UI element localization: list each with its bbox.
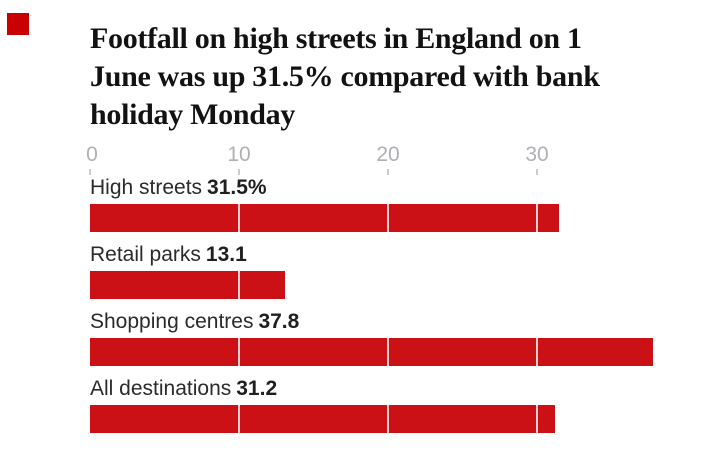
chart-title-line-3: holiday Monday (90, 98, 296, 131)
x-axis: 0 10 20 30 (0, 144, 720, 178)
axis-tick-mark-30 (536, 169, 538, 175)
brand-red-square (7, 13, 29, 35)
bar-shopping-centres (90, 338, 653, 366)
chart-title-line-1: Footfall on high streets in England on 1 (90, 22, 582, 55)
axis-tick-mark-0 (89, 169, 91, 175)
gridline-20-icon (387, 204, 389, 232)
gridline-10-icon (238, 204, 240, 232)
category-label: Shopping centres (90, 310, 254, 333)
bar-all-destinations (90, 405, 555, 433)
gridline-10-icon (238, 405, 240, 433)
gridline-30-icon (536, 204, 538, 232)
axis-tick-label-20: 20 (376, 143, 400, 166)
axis-tick-mark-10 (238, 169, 240, 175)
row-label-all-destinations: All destinations 31.2 (90, 378, 710, 400)
gridline-20-icon (387, 405, 389, 433)
gridline-10-icon (238, 271, 240, 299)
axis-tick-label-30: 30 (525, 143, 549, 166)
value-label: 37.8 (258, 310, 300, 333)
category-label: Retail parks (90, 243, 201, 266)
chart-title: Footfall on high streets in England on 1… (90, 20, 710, 134)
chart-row-shopping-centres: Shopping centres 37.8 (90, 311, 710, 366)
bar-chart-rows: High streets 31.5% Retail parks 13.1 Shopp… (90, 177, 710, 445)
bar-retail-parks (90, 271, 285, 299)
axis-tick-label-10: 10 (227, 143, 251, 166)
value-label: 31.2 (236, 377, 278, 400)
chart-row-retail-parks: Retail parks 13.1 (90, 244, 710, 299)
value-label: 13.1 (205, 243, 247, 266)
axis-tick-mark-20 (387, 169, 389, 175)
value-label: 31.5% (207, 176, 267, 199)
row-label-shopping-centres: Shopping centres 37.8 (90, 311, 710, 333)
chart-row-all-destinations: All destinations 31.2 (90, 378, 710, 433)
category-label: All destinations (90, 377, 232, 400)
bar-high-streets (90, 204, 559, 232)
chart-row-high-streets: High streets 31.5% (90, 177, 710, 232)
gridline-30-icon (536, 405, 538, 433)
row-label-high-streets: High streets 31.5% (90, 177, 710, 199)
chart-title-line-2: June was up 31.5% compared with bank (90, 60, 600, 93)
category-label: High streets (90, 176, 203, 199)
row-label-retail-parks: Retail parks 13.1 (90, 244, 710, 266)
axis-tick-label-0: 0 (86, 143, 98, 166)
gridline-10-icon (238, 338, 240, 366)
gridline-30-icon (536, 338, 538, 366)
gridline-20-icon (387, 338, 389, 366)
